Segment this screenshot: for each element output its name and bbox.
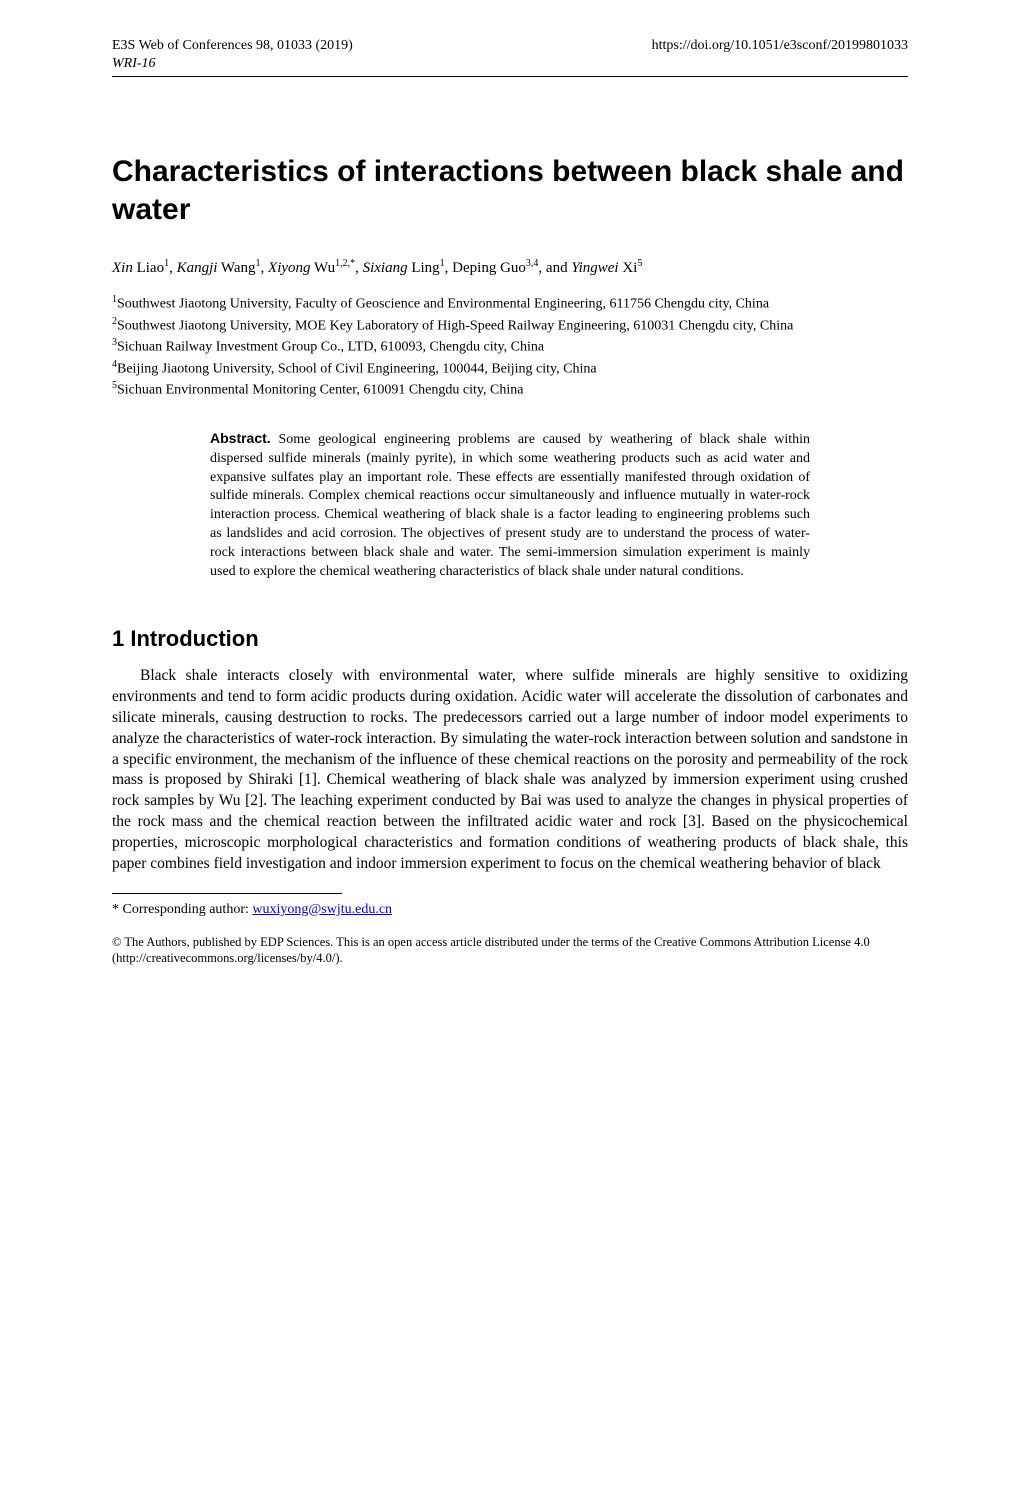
author-affil-sup: 1,2,* — [335, 258, 355, 269]
author-surname: , Deping Guo — [445, 260, 526, 276]
license-text: © The Authors, published by EDP Sciences… — [112, 934, 908, 967]
footnote-rule — [112, 893, 342, 894]
author-affil-sup: 3,4 — [526, 258, 539, 269]
abstract-label: Abstract. — [210, 430, 271, 446]
author-given: Xiyong — [268, 260, 311, 276]
journal-line: E3S Web of Conferences 98, 01033 (2019) — [112, 38, 353, 54]
author-surname: Xi — [619, 260, 638, 276]
paper-title: Characteristics of interactions between … — [112, 153, 908, 228]
author-surname: Ling — [408, 260, 440, 276]
author-surname: Wang — [217, 260, 255, 276]
affiliations: 1Southwest Jiaotong University, Faculty … — [112, 293, 908, 401]
affiliation: 5Sichuan Environmental Monitoring Center… — [112, 379, 908, 401]
author-affil-sup: 5 — [637, 258, 642, 269]
author-given: Yingwei — [571, 260, 618, 276]
header-rule — [112, 76, 908, 77]
affiliation: 4Beijing Jiaotong University, School of … — [112, 358, 908, 380]
abstract: Abstract. Some geological engineering pr… — [210, 429, 810, 582]
author-surname: Liao — [133, 260, 164, 276]
footnote-email-link[interactable]: wuxiyong@swjtu.edu.cn — [252, 902, 392, 917]
author-given: Xin — [112, 260, 133, 276]
corresponding-author-footnote: * Corresponding author: wuxiyong@swjtu.e… — [112, 902, 908, 918]
abstract-text: Some geological engineering problems are… — [210, 432, 810, 579]
body-paragraph: Black shale interacts closely with envir… — [112, 666, 908, 875]
affiliation: 2Southwest Jiaotong University, MOE Key … — [112, 315, 908, 337]
doi-link[interactable]: https://doi.org/10.1051/e3sconf/20199801… — [652, 38, 908, 54]
footnote-marker: * — [112, 902, 119, 917]
author-given: Kangji — [177, 260, 218, 276]
affiliation: 1Southwest Jiaotong University, Faculty … — [112, 293, 908, 315]
author-given: Sixiang — [363, 260, 408, 276]
footnote-text: Corresponding author: — [119, 902, 252, 917]
section-heading: 1 Introduction — [112, 626, 908, 652]
affiliation: 3Sichuan Railway Investment Group Co., L… — [112, 336, 908, 358]
author-surname: Wu — [311, 260, 336, 276]
running-header-conf: WRI-16 — [112, 56, 908, 72]
conference-code: WRI-16 — [112, 56, 156, 72]
running-header: E3S Web of Conferences 98, 01033 (2019) … — [112, 38, 908, 54]
author-list: Xin Liao1, Kangji Wang1, Xiyong Wu1,2,*,… — [112, 258, 908, 277]
